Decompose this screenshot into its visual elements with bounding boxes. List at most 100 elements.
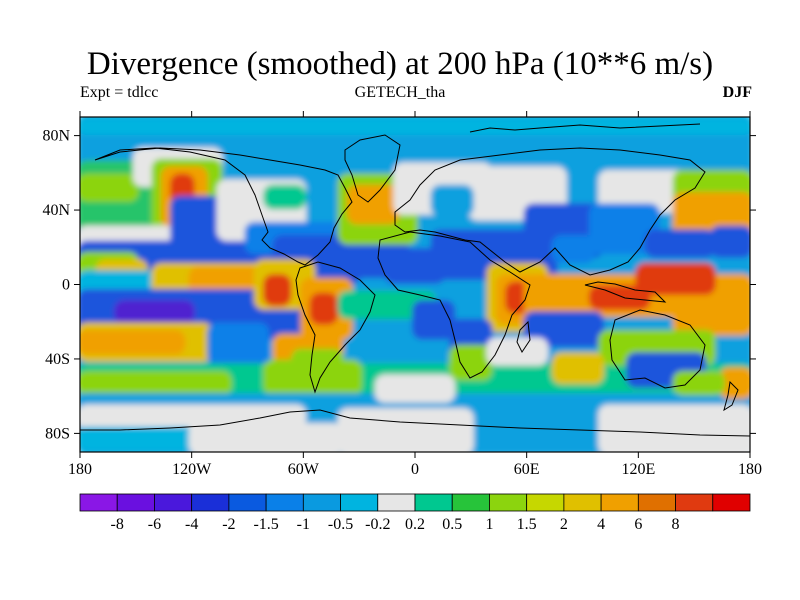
coastline-antarctica (80, 409, 750, 437)
lat-tick-label: 0 (62, 277, 70, 294)
colorbar-label: 1.5 (517, 516, 537, 533)
coastline-south-america (295, 261, 376, 394)
field-patch (551, 352, 605, 385)
map-plot-area (80, 117, 750, 452)
colorbar-swatch (489, 493, 528, 512)
lon-tick-label: 60E (514, 461, 540, 478)
coastline-greenland (344, 134, 401, 203)
colorbar-label: 0.2 (405, 516, 425, 533)
lon-tick-label: 180 (68, 461, 92, 478)
field-patch (644, 229, 716, 258)
field-patch (523, 311, 605, 348)
colorbar-swatch (116, 493, 155, 512)
coastline-indonesia (584, 281, 667, 303)
field-patch (672, 370, 726, 396)
field-patch (263, 359, 363, 396)
colorbar-swatch (191, 493, 230, 512)
field-patch (80, 370, 232, 396)
colorbar-swatch (600, 493, 639, 512)
lat-tick-label: 40N (42, 202, 70, 219)
colorbar-swatch (302, 493, 341, 512)
field-patch (337, 408, 474, 452)
field-patch (207, 322, 270, 366)
season-label: DJF (722, 84, 752, 101)
divergence-field (80, 117, 750, 452)
field-patch (188, 422, 344, 452)
field-patch (486, 337, 549, 366)
field-patch (384, 248, 446, 284)
field-patch (80, 426, 195, 452)
colorbar-label: 2 (560, 516, 568, 533)
coastline-north-america (94, 147, 353, 266)
map-title: Divergence (smoothed) at 200 hPa (10**6 … (86, 46, 714, 82)
lon-tick-label: 180 (738, 461, 762, 478)
lon-tick-label: 120E (621, 461, 655, 478)
lat-tick-label: 40S (45, 351, 70, 368)
coastline-australia (609, 309, 706, 389)
field-patch (337, 290, 437, 320)
colorbar-swatch (377, 493, 416, 512)
colorbar-label: 4 (597, 516, 605, 533)
coastlines (80, 123, 750, 437)
field-patch (430, 184, 474, 217)
field-patch (80, 173, 139, 202)
field-patch (170, 195, 223, 258)
colorbar-swatch (79, 493, 118, 512)
map-axis-ticks: 180 120W 60W 0 60E 120E 180 80N 40N 0 40S 80S (42, 111, 762, 478)
experiment-label: Expt = tdlcc (80, 84, 159, 101)
colorbar-label: -1 (297, 516, 310, 533)
colorbar-label: -1.5 (253, 516, 278, 533)
field-patch (505, 281, 530, 314)
colorbar-swatch (265, 493, 304, 512)
field-patch (719, 367, 750, 400)
coastline-madagascar (516, 320, 531, 353)
colorbar-swatch (340, 493, 379, 512)
dataset-label: GETECH_tha (354, 84, 446, 101)
colorbar-label: -8 (111, 516, 124, 533)
field-patch (309, 292, 338, 325)
field-patch (635, 262, 716, 295)
coastline-new-zealand (723, 380, 739, 412)
colorbar-swatch (675, 493, 714, 512)
lat-tick-label: 80S (45, 425, 70, 442)
coastline-eurasia (394, 147, 706, 276)
coastline-arctic-islands (469, 123, 701, 133)
colorbar-label: -0.2 (365, 516, 390, 533)
colorbar-swatch (451, 493, 490, 512)
field-patch (709, 225, 750, 258)
colorbar-swatch (154, 493, 193, 512)
field-patch (551, 234, 595, 264)
colorbar-swatch (637, 493, 676, 512)
field-patch (263, 274, 292, 307)
colorbar-label: 0.5 (442, 516, 462, 533)
lon-tick-label: 120W (172, 461, 212, 478)
field-patch (346, 184, 400, 225)
field-patch (412, 300, 456, 340)
field-patch (80, 329, 186, 355)
field-patch (263, 184, 307, 210)
field-patch (598, 404, 750, 452)
colorbar: -8 -6 -4 -2 -1.5 -1 -0.5 -0.2 0.2 0.5 1 1.5 2 4 6 8 (79, 493, 751, 533)
coastline-africa (377, 231, 531, 379)
colorbar-label: -4 (185, 516, 198, 533)
colorbar-swatch (563, 493, 602, 512)
colorbar-swatch (228, 493, 267, 512)
lon-tick-label: 60W (288, 461, 320, 478)
colorbar-label: -0.5 (328, 516, 353, 533)
colorbar-swatch (526, 493, 565, 512)
field-patch (588, 203, 660, 254)
colorbar-label: 6 (634, 516, 642, 533)
lon-tick-label: 0 (411, 461, 419, 478)
colorbar-swatch (712, 493, 751, 512)
field-patch (449, 344, 493, 381)
colorbar-label: -6 (148, 516, 161, 533)
colorbar-label: -2 (222, 516, 235, 533)
field-patch (374, 374, 456, 403)
colorbar-swatch (414, 493, 453, 512)
field-patch (114, 300, 195, 325)
field-patch (588, 285, 651, 310)
lat-tick-label: 80N (42, 128, 70, 145)
colorbar-label: 1 (485, 516, 493, 533)
field-patch (80, 117, 750, 135)
colorbar-label: 8 (672, 516, 680, 533)
